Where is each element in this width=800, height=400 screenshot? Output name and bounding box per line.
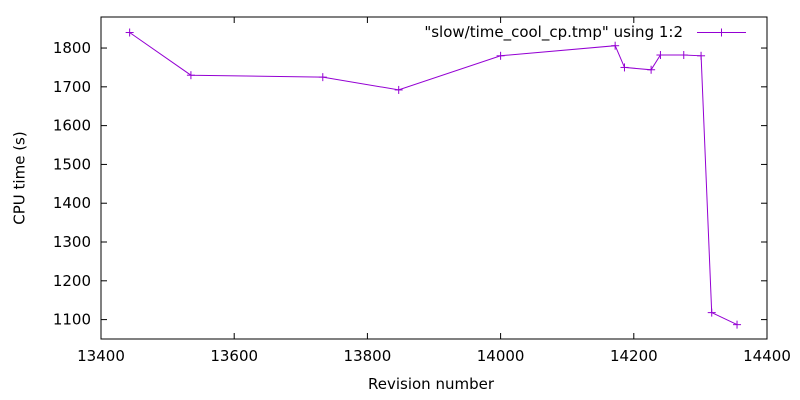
data-point bbox=[318, 73, 327, 82]
data-point bbox=[496, 51, 505, 60]
y-tick-label: 1100 bbox=[53, 311, 91, 329]
x-tick-label: 13800 bbox=[344, 347, 392, 365]
y-tick-label: 1500 bbox=[53, 155, 91, 173]
y-axis-label: CPU time (s) bbox=[11, 131, 29, 224]
y-tick-label: 1400 bbox=[53, 194, 91, 212]
data-point bbox=[656, 51, 665, 60]
data-point bbox=[679, 51, 688, 60]
series-layer bbox=[125, 28, 742, 329]
y-tick-label: 1200 bbox=[53, 272, 91, 290]
x-axis-label: Revision number bbox=[368, 375, 495, 393]
x-tick-label: 13400 bbox=[77, 347, 125, 365]
data-point bbox=[125, 28, 134, 37]
data-point bbox=[707, 308, 716, 317]
series-line bbox=[129, 32, 738, 326]
data-point bbox=[697, 51, 706, 60]
data-point bbox=[611, 41, 620, 50]
legend: "slow/time_cool_cp.tmp" using 1:2 bbox=[424, 23, 746, 42]
y-tick-label: 1700 bbox=[53, 78, 91, 96]
y-tick-label: 1800 bbox=[53, 39, 91, 57]
data-point bbox=[394, 85, 403, 94]
plot-frame bbox=[100, 16, 768, 340]
legend-label: "slow/time_cool_cp.tmp" using 1:2 bbox=[424, 23, 683, 42]
data-point bbox=[186, 71, 195, 80]
x-tick-label: 13600 bbox=[210, 347, 258, 365]
ticks-layer: 13400 13600 13800 14000 14200 14400 1100 1200 13… bbox=[53, 17, 791, 365]
data-point bbox=[733, 320, 742, 329]
legend-marker bbox=[717, 28, 726, 37]
x-tick-label: 14400 bbox=[743, 347, 791, 365]
data-point bbox=[620, 63, 629, 72]
data-point bbox=[647, 65, 656, 74]
x-tick-label: 14200 bbox=[610, 347, 658, 365]
y-tick-label: 1600 bbox=[53, 117, 91, 135]
x-tick-label: 14000 bbox=[477, 347, 525, 365]
y-tick-label: 1300 bbox=[53, 233, 91, 251]
